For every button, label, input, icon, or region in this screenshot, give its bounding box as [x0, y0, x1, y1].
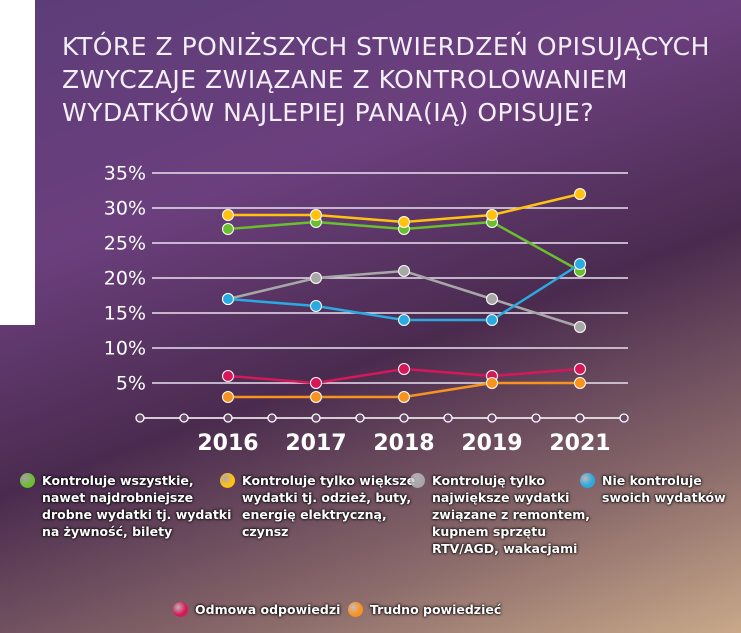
point: [399, 266, 410, 277]
axis-dot: [620, 414, 628, 422]
point: [311, 392, 322, 403]
legend-label: Nie kontroluje swoich wydatków: [602, 472, 741, 506]
legend-marker: [348, 602, 363, 617]
axis-dot: [224, 414, 232, 422]
point: [223, 210, 234, 221]
axis-dot: [180, 414, 188, 422]
axis-dot: [576, 414, 584, 422]
point: [399, 315, 410, 326]
axis-dot: [312, 414, 320, 422]
axis-dot: [400, 414, 408, 422]
legend-marker: [20, 473, 35, 488]
point: [311, 378, 322, 389]
point: [575, 189, 586, 200]
axis-dot: [356, 414, 364, 422]
point: [311, 210, 322, 221]
legend-label: Kontroluje wszystkie, nawet najdrobniejs…: [42, 472, 232, 540]
y-tick-label: 25%: [104, 233, 146, 255]
x-tick-label: 2021: [549, 431, 610, 456]
point: [575, 259, 586, 270]
page: {"chart_data":{"type":"line", "title":"K…: [0, 0, 741, 633]
x-tick-label: 2017: [285, 431, 346, 456]
axis-dot: [444, 414, 452, 422]
point: [223, 224, 234, 235]
x-tick-label: 2019: [461, 431, 522, 456]
legend-label: Trudno powiedzieć: [370, 601, 550, 618]
y-tick-label: 35%: [104, 163, 146, 185]
axis-dot: [488, 414, 496, 422]
legend-label: Kontroluje tylko większe wydatki tj. odz…: [242, 472, 422, 540]
legend-marker: [173, 602, 188, 617]
axis-dot: [268, 414, 276, 422]
point: [223, 371, 234, 382]
point: [399, 364, 410, 375]
point: [311, 273, 322, 284]
legend-marker: [580, 473, 595, 488]
point: [311, 301, 322, 312]
x-tick-label: 2018: [373, 431, 434, 456]
point: [487, 378, 498, 389]
legend-marker: [410, 473, 425, 488]
point: [223, 392, 234, 403]
y-tick-label: 5%: [116, 373, 146, 395]
axis-dot: [532, 414, 540, 422]
point: [487, 315, 498, 326]
legend-label: Odmowa odpowiedzi: [195, 601, 345, 618]
legend-marker: [220, 473, 235, 488]
y-tick-label: 10%: [104, 338, 146, 360]
point: [575, 378, 586, 389]
point: [575, 322, 586, 333]
point: [487, 210, 498, 221]
x-tick-label: 2016: [197, 431, 258, 456]
y-tick-label: 20%: [104, 268, 146, 290]
point: [487, 294, 498, 305]
axis-dot: [136, 414, 144, 422]
legend-label: Kontroluję tylko największe wydatki zwią…: [432, 472, 592, 557]
y-tick-label: 15%: [104, 303, 146, 325]
y-tick-label: 30%: [104, 198, 146, 220]
point: [575, 364, 586, 375]
point: [399, 217, 410, 228]
point: [399, 392, 410, 403]
point: [223, 294, 234, 305]
